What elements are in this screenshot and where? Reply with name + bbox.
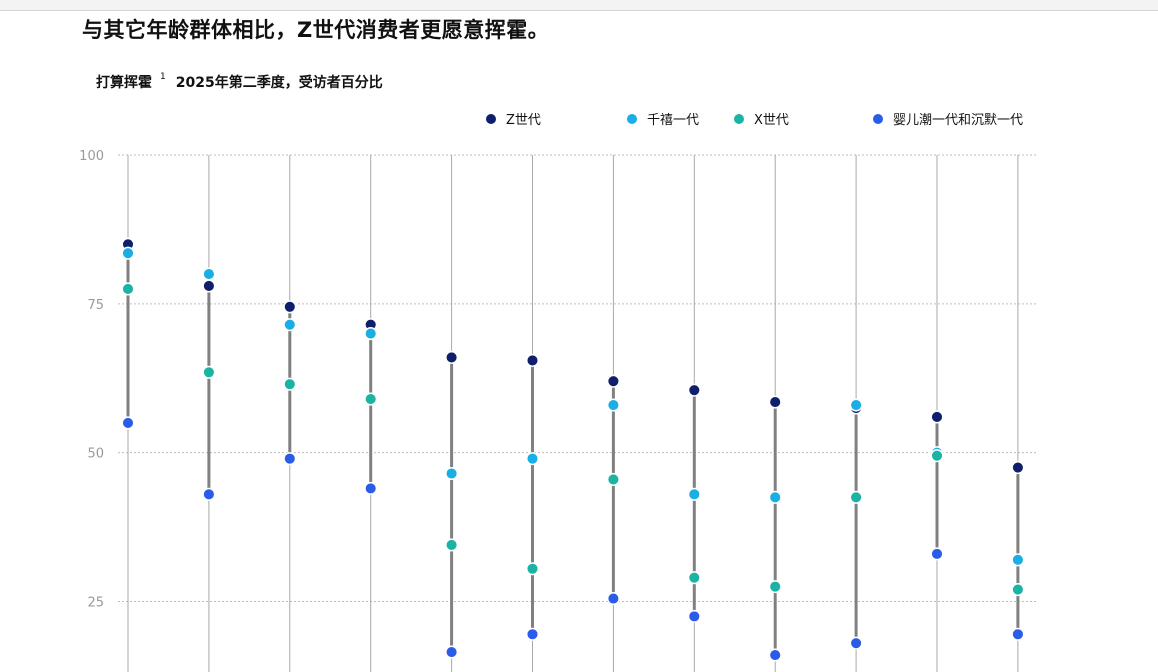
point-gen-x-5 <box>445 538 459 552</box>
point-boomers-10 <box>849 636 863 650</box>
point-millennials-5 <box>445 466 459 481</box>
footnote-marker: 1 <box>160 72 166 83</box>
point-gen-x-4 <box>364 392 378 406</box>
point-gen-x-11 <box>930 449 944 463</box>
subtitle-lead: 打算挥霍 <box>96 75 152 91</box>
point-boomers-8 <box>687 609 701 623</box>
point-gen-x-7 <box>606 472 620 487</box>
point-gen-z-11 <box>930 410 944 424</box>
range-lines <box>126 244 1020 656</box>
chart-subtitle: 打算挥霍 1 2025年第二季度，受访者百分比 <box>96 72 383 92</box>
point-boomers-9 <box>768 648 782 662</box>
legend-dot-gen-z <box>486 113 496 124</box>
point-millennials-1 <box>121 246 135 260</box>
point-millennials-2 <box>202 267 216 281</box>
legend-dot-boomers <box>873 113 883 124</box>
point-boomers-1 <box>121 416 135 430</box>
data-points <box>121 237 1025 662</box>
point-gen-x-3 <box>283 377 297 391</box>
point-boomers-4 <box>364 481 378 495</box>
point-gen-x-2 <box>202 365 216 379</box>
legend-dot-gen-x <box>734 113 744 124</box>
point-gen-z-12 <box>1011 461 1025 475</box>
legend-item-gen-z: Z世代 <box>486 109 541 128</box>
point-boomers-6 <box>525 627 540 641</box>
point-millennials-7 <box>606 398 620 412</box>
legend-dot-millennials <box>627 113 637 124</box>
point-gen-z-7 <box>606 374 620 388</box>
y-tick-label-50: 50 <box>87 447 104 462</box>
legend-label-boomers: 婴儿潮一代和沉默一代 <box>893 113 1024 128</box>
browser-top-strip <box>0 0 1158 11</box>
point-millennials-3 <box>283 318 297 332</box>
point-gen-x-6 <box>525 562 540 576</box>
point-millennials-9 <box>768 490 782 504</box>
legend-item-gen-x: X世代 <box>734 109 789 128</box>
point-boomers-2 <box>202 487 216 501</box>
point-gen-z-9 <box>768 395 782 409</box>
point-gen-x-8 <box>687 571 701 585</box>
chart-title: 与其它年龄群体相比，Z世代消费者更愿意挥霍。 <box>82 18 550 42</box>
y-tick-label-100: 100 <box>79 149 104 164</box>
grid-layer <box>118 154 1036 602</box>
point-gen-z-2 <box>202 279 216 293</box>
category-columns <box>127 155 1019 672</box>
y-axis-ticks: 25 50 75 100 <box>79 149 104 611</box>
point-millennials-8 <box>687 487 701 501</box>
y-tick-label-25: 25 <box>87 596 104 611</box>
legend-label-gen-z: Z世代 <box>506 113 541 128</box>
point-millennials-4 <box>364 327 378 341</box>
legend-label-millennials: 千禧一代 <box>647 113 700 128</box>
point-millennials-10 <box>849 398 863 412</box>
point-gen-z-5 <box>445 350 459 364</box>
point-boomers-11 <box>930 547 944 561</box>
point-millennials-6 <box>525 452 540 466</box>
point-boomers-12 <box>1011 627 1025 641</box>
point-gen-x-9 <box>768 580 782 594</box>
point-gen-x-1 <box>121 282 135 296</box>
point-gen-z-6 <box>525 353 540 367</box>
point-gen-x-12 <box>1011 583 1025 597</box>
point-boomers-5 <box>445 645 459 659</box>
y-tick-label-75: 75 <box>87 298 104 313</box>
legend-item-boomers: 婴儿潮一代和沉默一代 <box>873 109 1023 128</box>
point-boomers-3 <box>283 452 297 466</box>
point-gen-z-8 <box>687 383 701 397</box>
legend-item-millennials: 千禧一代 <box>627 109 699 128</box>
point-gen-x-10 <box>849 490 863 504</box>
point-gen-z-3 <box>283 300 297 314</box>
legend-label-gen-x: X世代 <box>754 113 789 128</box>
point-boomers-7 <box>606 591 620 606</box>
point-millennials-12 <box>1011 553 1025 567</box>
subtitle-rest: 2025年第二季度，受访者百分比 <box>175 75 383 91</box>
